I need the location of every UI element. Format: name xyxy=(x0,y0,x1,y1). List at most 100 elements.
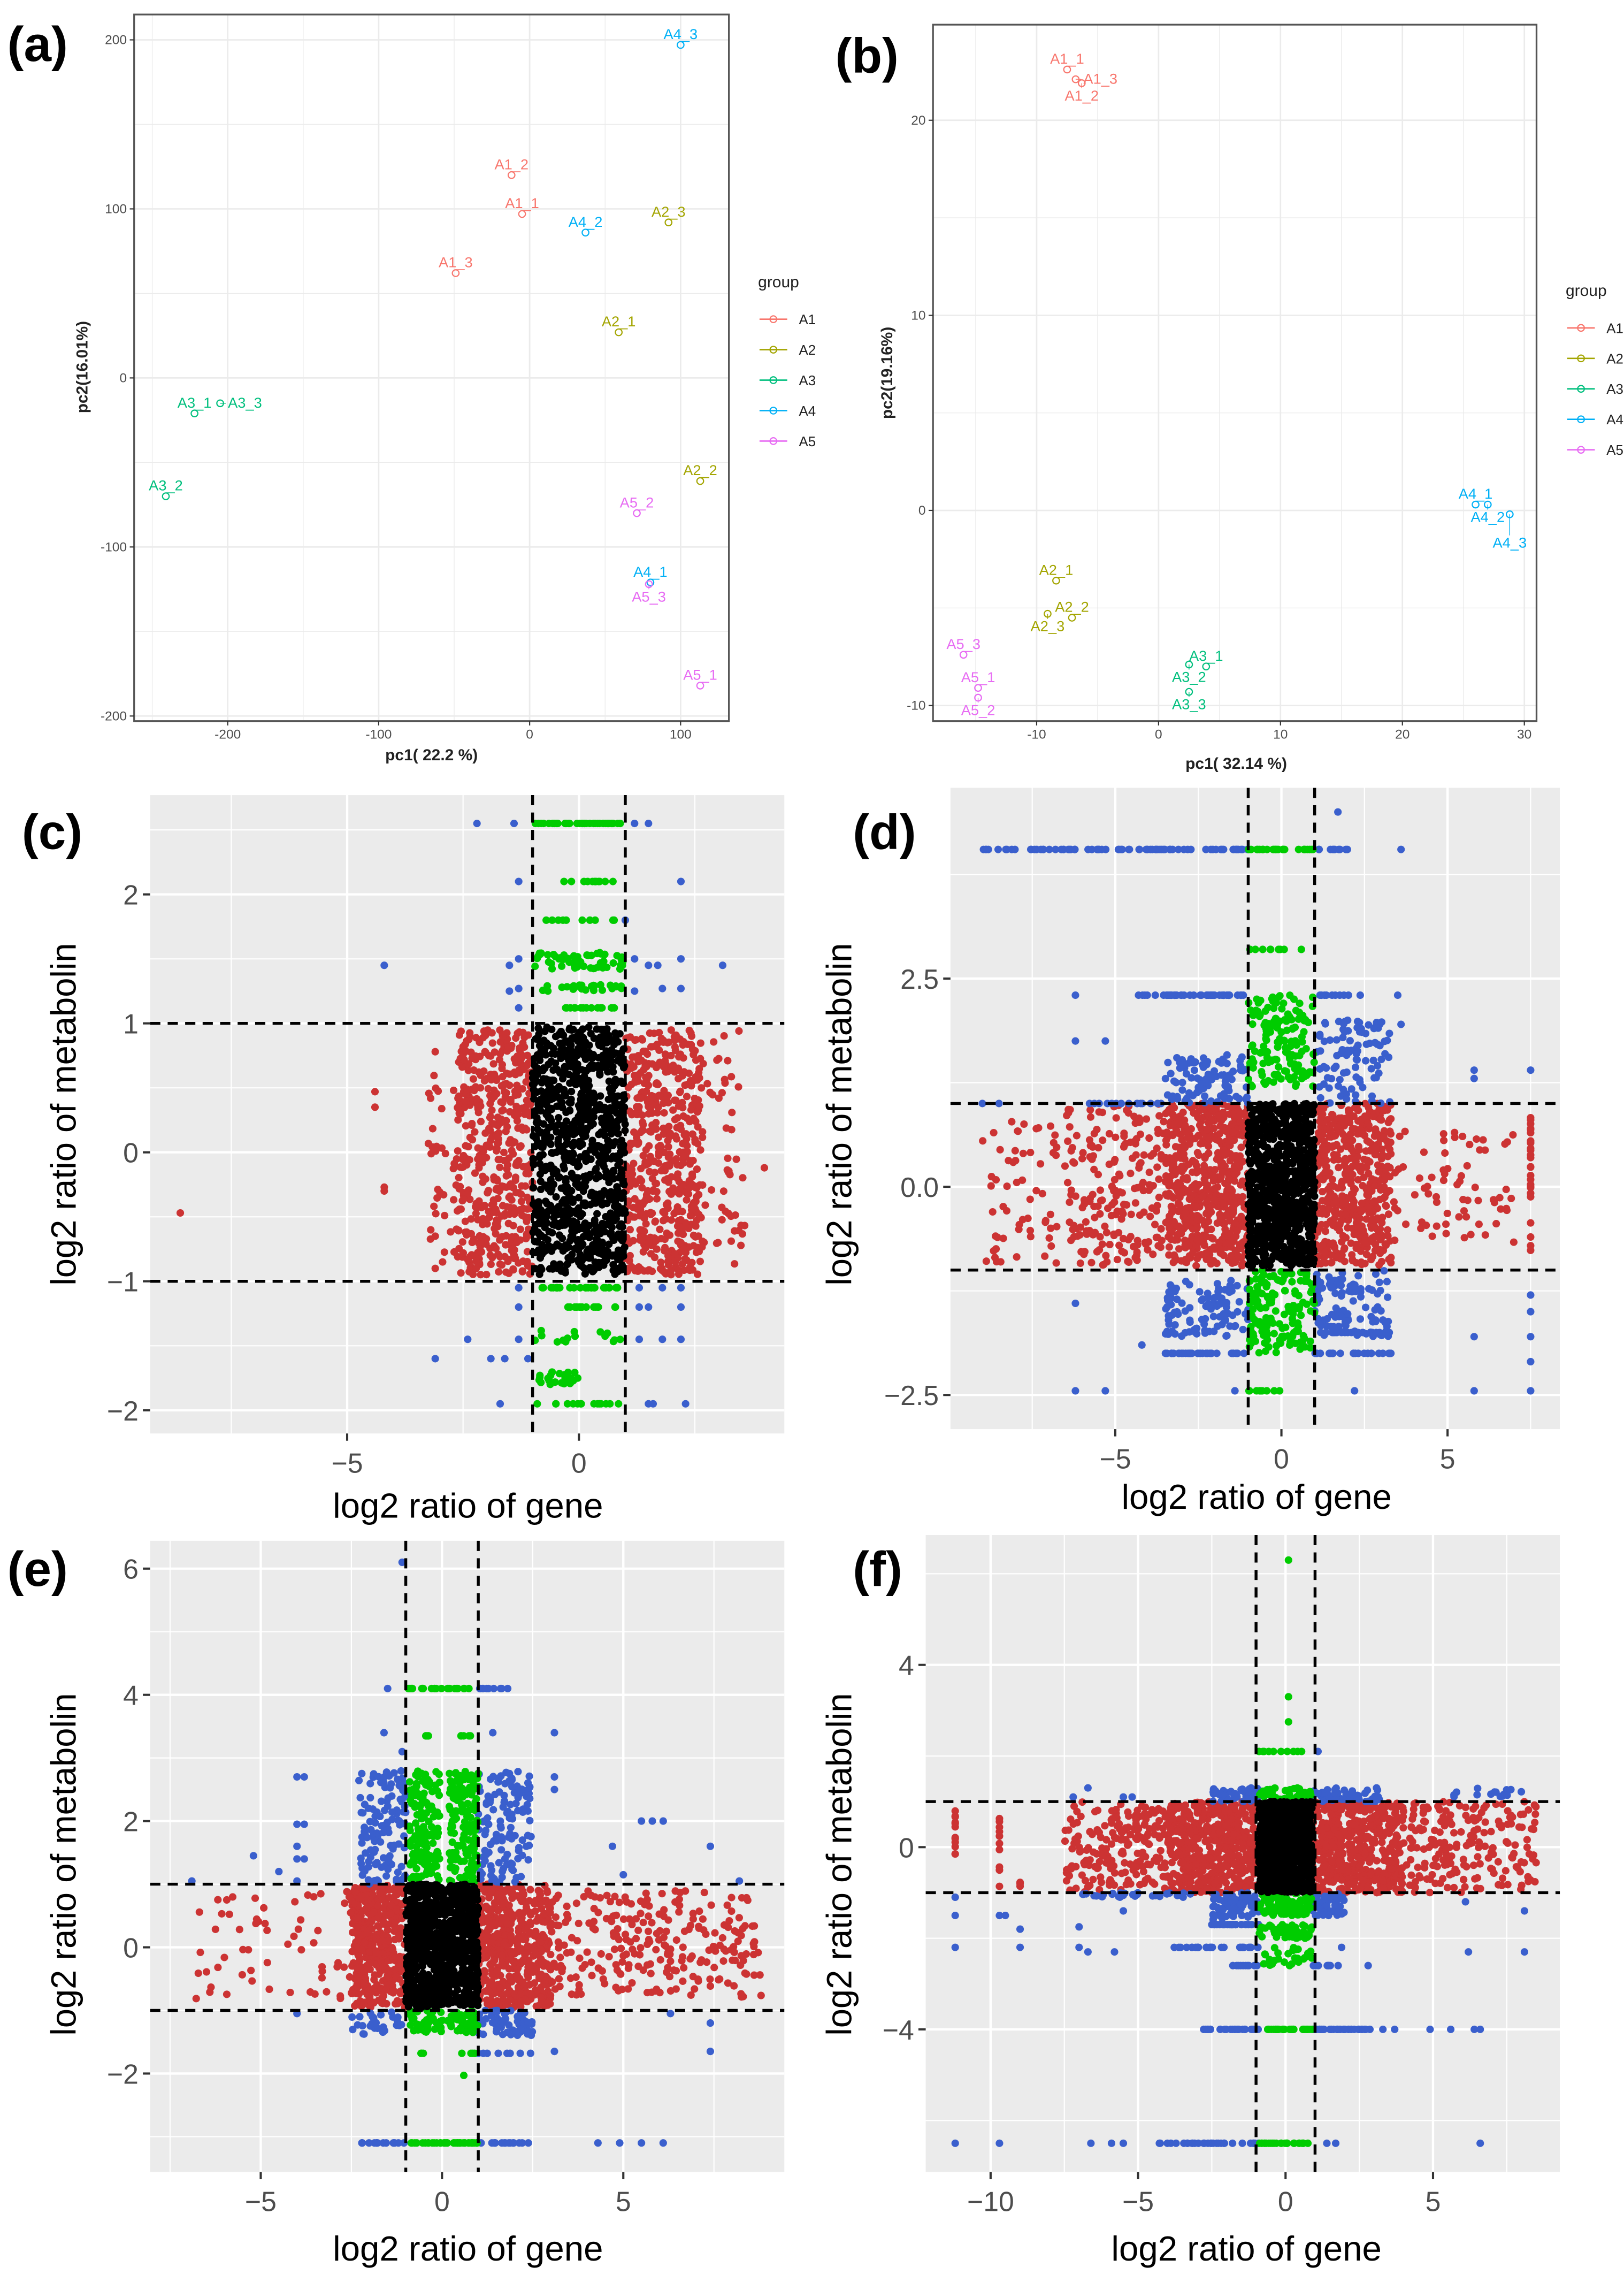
data-point xyxy=(737,1241,745,1249)
x-tick-label: 100 xyxy=(670,727,692,742)
data-point xyxy=(1374,1303,1382,1311)
data-point xyxy=(632,1036,640,1044)
data-point xyxy=(645,1266,653,1274)
data-point xyxy=(1063,1111,1071,1119)
data-point xyxy=(677,1284,685,1292)
data-point xyxy=(1002,1207,1011,1215)
data-point xyxy=(1444,1165,1452,1173)
data-point xyxy=(430,1072,438,1080)
data-point xyxy=(557,1045,565,1054)
layer-metabolite-only xyxy=(1244,845,1319,1395)
data-point xyxy=(1116,1172,1124,1180)
data-point xyxy=(1181,1174,1190,1182)
data-point xyxy=(618,1172,626,1180)
data-point xyxy=(669,1062,677,1070)
data-point xyxy=(667,1216,676,1224)
data-point xyxy=(1096,1210,1104,1218)
data-point xyxy=(1332,1036,1340,1044)
data-point xyxy=(507,1233,515,1241)
data-point xyxy=(1255,1302,1263,1310)
data-point xyxy=(1346,1037,1354,1045)
point-label: A3_3 xyxy=(228,394,262,411)
data-point xyxy=(1323,1315,1331,1323)
data-point xyxy=(555,1370,564,1378)
data-point xyxy=(1384,1152,1392,1161)
data-point xyxy=(715,1094,723,1102)
data-point xyxy=(596,959,604,967)
plot-border xyxy=(133,13,730,722)
data-point xyxy=(523,1248,532,1256)
data-point xyxy=(662,1068,670,1076)
data-point xyxy=(1002,845,1010,853)
data-point xyxy=(651,1169,659,1177)
data-point xyxy=(1401,1220,1410,1228)
data-point xyxy=(1152,1233,1160,1241)
y-tick-label: −1 xyxy=(107,1266,139,1297)
data-point xyxy=(496,1118,504,1126)
data-point xyxy=(1207,1208,1215,1216)
data-point xyxy=(552,1193,560,1201)
data-point xyxy=(1331,1313,1339,1321)
data-point xyxy=(1224,1175,1233,1183)
data-point xyxy=(661,1050,669,1058)
data-point xyxy=(685,1026,693,1034)
data-point xyxy=(1237,845,1245,853)
data-point xyxy=(1166,1223,1174,1231)
data-point xyxy=(1275,945,1283,953)
data-point xyxy=(1353,1018,1362,1026)
data-point xyxy=(580,1133,588,1141)
data-point xyxy=(618,1102,626,1110)
data-point xyxy=(699,1238,707,1246)
data-point xyxy=(1223,1083,1231,1091)
data-point xyxy=(1191,1329,1199,1337)
data-point xyxy=(1133,1241,1142,1249)
pca-point xyxy=(696,477,704,485)
data-point xyxy=(660,1124,668,1132)
data-point xyxy=(609,877,617,885)
data-point xyxy=(639,1126,647,1134)
legend-title: group xyxy=(758,273,799,291)
data-point xyxy=(1071,1192,1079,1200)
data-point xyxy=(518,1182,526,1190)
data-point xyxy=(1433,1198,1441,1207)
data-point xyxy=(1187,845,1195,853)
data-point xyxy=(1337,1217,1345,1225)
data-point xyxy=(1201,1152,1209,1161)
data-point xyxy=(509,1245,517,1253)
legend-key-point xyxy=(1577,415,1585,424)
data-point xyxy=(1492,1220,1500,1228)
plot-background xyxy=(933,25,1537,721)
data-point xyxy=(539,1143,547,1151)
data-point xyxy=(581,1220,589,1228)
data-point xyxy=(494,1139,502,1147)
data-point xyxy=(548,965,556,973)
data-point xyxy=(1386,1173,1394,1181)
y-tick-label: 20 xyxy=(911,113,925,128)
data-point xyxy=(1244,1075,1253,1083)
data-point xyxy=(1173,1231,1181,1239)
data-point xyxy=(493,1185,501,1193)
data-point xyxy=(1496,1194,1504,1202)
data-point xyxy=(1288,1315,1296,1323)
data-point xyxy=(714,1239,722,1247)
data-point xyxy=(735,1027,743,1035)
data-point xyxy=(542,1163,550,1171)
data-point xyxy=(1210,1067,1219,1075)
data-point xyxy=(601,1227,609,1235)
data-point xyxy=(634,1077,642,1085)
data-point xyxy=(629,1213,637,1221)
data-point xyxy=(1281,1067,1289,1075)
data-point xyxy=(1197,1140,1205,1148)
data-point xyxy=(1336,1075,1344,1083)
data-point xyxy=(1441,1149,1449,1157)
data-point xyxy=(1383,1188,1391,1196)
data-point xyxy=(495,1268,503,1276)
data-point xyxy=(724,1057,732,1065)
data-point xyxy=(545,958,553,966)
data-point xyxy=(1380,1106,1389,1114)
data-point xyxy=(1053,1223,1061,1231)
data-point xyxy=(523,1217,531,1225)
y-axis-title: pc2(19.16%) xyxy=(878,327,896,419)
data-point xyxy=(1120,1132,1128,1140)
data-point xyxy=(1291,1052,1299,1060)
